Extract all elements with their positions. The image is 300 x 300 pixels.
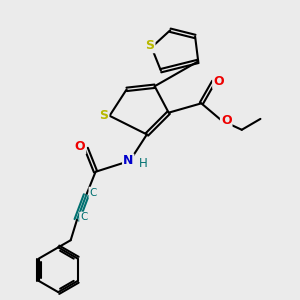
Text: N: N xyxy=(123,154,134,167)
Text: S: S xyxy=(100,109,109,122)
Text: H: H xyxy=(139,158,147,170)
Text: O: O xyxy=(213,75,224,88)
Text: C: C xyxy=(89,188,97,198)
Text: S: S xyxy=(146,39,154,52)
Text: O: O xyxy=(221,114,232,127)
Text: C: C xyxy=(80,212,87,223)
Text: O: O xyxy=(75,140,85,153)
